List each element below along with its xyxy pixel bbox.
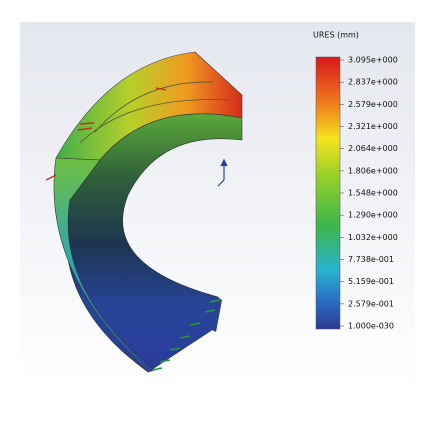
page: URES (mm) 3.095e+000 2.837e+000 2.579e+000… [0, 0, 435, 439]
legend-label: 2.837e+000 [348, 78, 398, 87]
legend-label: 1.806e+000 [348, 166, 398, 175]
legend-label: 1.000e-030 [348, 322, 394, 331]
legend-label: 2.579e-001 [348, 299, 394, 308]
color-bar [316, 57, 340, 329]
legend-label: 7.738e-001 [348, 255, 394, 264]
legend-label: 2.064e+000 [348, 144, 398, 153]
legend-label: 3.095e+000 [348, 56, 398, 65]
legend-label: 5.159e-001 [348, 277, 394, 286]
screenshot: URES (mm) 3.095e+000 2.837e+000 2.579e+000… [0, 0, 435, 439]
legend-title: URES (mm) [313, 31, 359, 40]
legend-label: 1.290e+000 [348, 211, 398, 220]
legend-label: 1.032e+000 [348, 233, 398, 242]
legend-label: 2.579e+000 [348, 100, 398, 109]
legend-label: 1.548e+000 [348, 189, 398, 198]
legend-label: 2.321e+000 [348, 122, 398, 131]
